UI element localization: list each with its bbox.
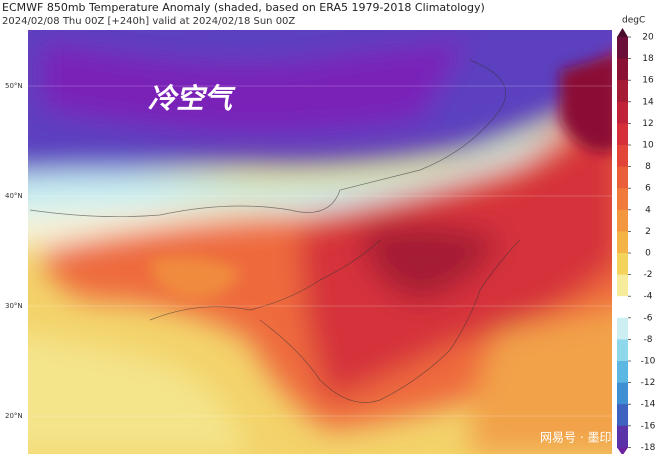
colorbar-segment — [617, 361, 628, 384]
colorbar-tick-label: -6 — [644, 313, 653, 323]
colorbar-segment — [617, 404, 628, 427]
colorbar-tick-label: -18 — [641, 443, 656, 453]
colorbar-tick-label: 14 — [642, 97, 654, 107]
colorbar-tick-label: 12 — [642, 119, 653, 129]
colorbar-segment — [617, 145, 628, 168]
watermark: 网易号 · 墨印斋 — [540, 430, 623, 445]
colorbar-segment — [617, 209, 628, 232]
latitude-labels: 50°N 40°N 30°N 20°N — [5, 82, 23, 420]
colorbar-cap — [617, 28, 628, 37]
latitude-label: 50°N — [5, 82, 23, 90]
colorbar-tick-label: -10 — [641, 357, 656, 367]
colorbar-unit: degC — [622, 16, 645, 26]
colorbar-tick-label: -14 — [641, 400, 656, 410]
title: ECMWF 850mb Temperature Anomaly (shaded,… — [2, 1, 485, 14]
colorbar-tick-label: -2 — [644, 270, 653, 280]
colorbar-segment — [617, 101, 628, 124]
colorbar-tick-label: 20 — [642, 33, 654, 43]
colorbar-segment — [617, 339, 628, 362]
colorbar-tick-label: 2 — [645, 227, 651, 237]
colorbar-segment — [617, 382, 628, 405]
colorbar-tick-label: -12 — [641, 378, 656, 388]
colorbar-cap — [617, 447, 628, 456]
colorbar-tick-label: -8 — [644, 335, 653, 345]
colorbar-tick-label: 10 — [642, 141, 654, 151]
colorbar-segment — [617, 58, 628, 81]
subtitle: 2024/02/08 Thu 00Z [+240h] valid at 2024… — [2, 16, 295, 27]
latitude-label: 20°N — [5, 412, 23, 420]
colorbar-segment — [617, 188, 628, 211]
colorbar-tick-label: -16 — [641, 421, 656, 431]
colorbar-tick-label: 16 — [642, 76, 654, 86]
colorbar-segment — [617, 425, 628, 448]
colorbar-segment — [617, 317, 628, 340]
colorbar-tick-label: 18 — [642, 54, 654, 64]
colorbar-segment — [617, 253, 628, 276]
colorbar-segment — [617, 123, 628, 146]
colorbar-tick-label: 4 — [645, 205, 651, 215]
colorbar-tick-label: -4 — [644, 292, 653, 302]
colorbar-tick-label: 6 — [645, 184, 651, 194]
colorbar-segment — [617, 231, 628, 254]
colorbar-tick-label: 8 — [645, 162, 651, 172]
colorbar-segment — [617, 296, 628, 319]
latitude-label: 40°N — [5, 192, 23, 200]
colorbar-segment — [617, 80, 628, 103]
colorbar-tick-label: 0 — [645, 249, 651, 259]
latitude-label: 30°N — [5, 302, 23, 310]
colorbar-segment — [617, 166, 628, 189]
colorbar-segment — [617, 274, 628, 297]
map-annotation: 冷空气 — [148, 82, 236, 115]
colorbar-segment — [617, 37, 628, 60]
